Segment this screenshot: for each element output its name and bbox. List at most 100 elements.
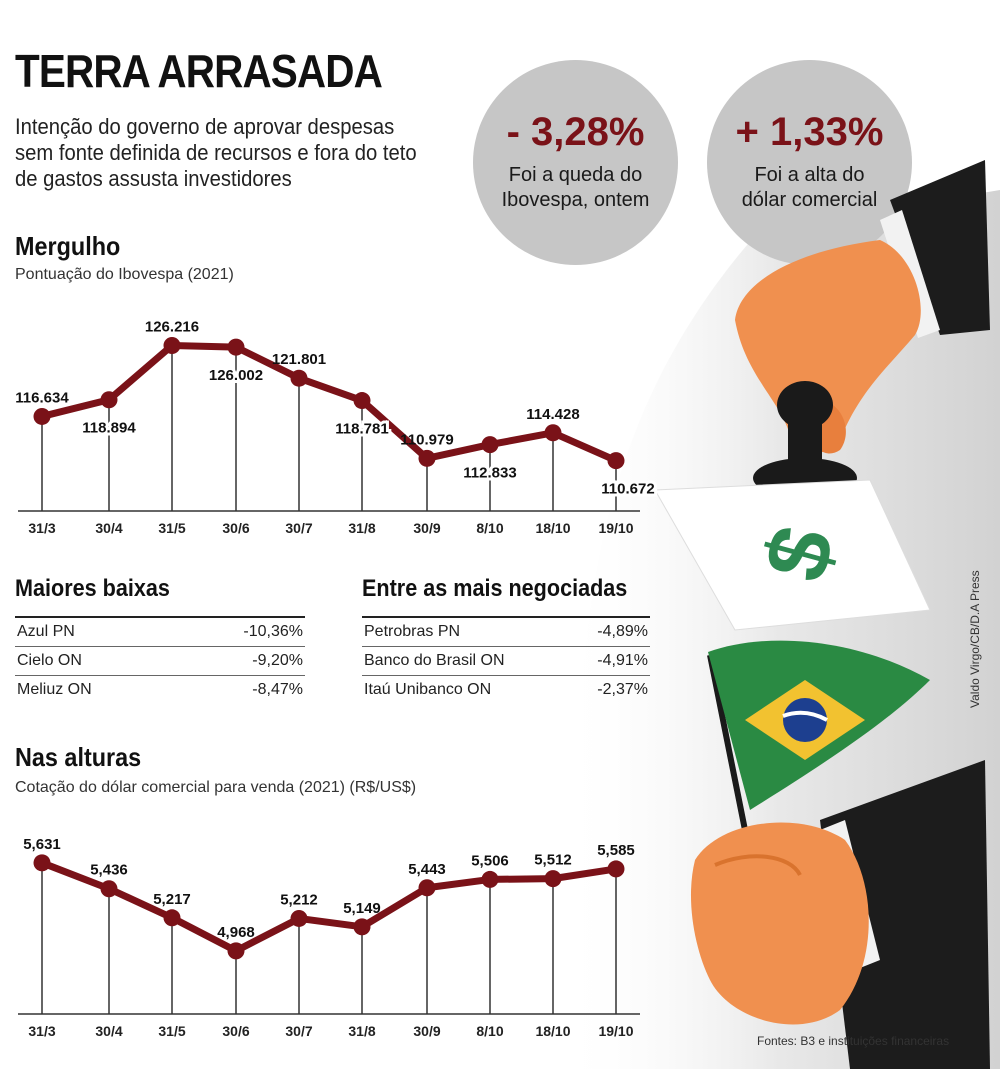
dolar-chart-title: Nas alturas bbox=[15, 742, 142, 772]
data-point bbox=[418, 879, 436, 897]
x-tick-label: 31/8 bbox=[348, 520, 375, 536]
x-tick-label: 19/10 bbox=[598, 520, 633, 536]
x-tick-label: 19/10 bbox=[598, 1023, 633, 1039]
data-label: 5,217 bbox=[153, 891, 191, 908]
x-tick-label: 30/9 bbox=[413, 1023, 440, 1039]
data-point bbox=[607, 860, 625, 878]
ibovespa-caption-line1: Foi a queda do bbox=[508, 164, 643, 186]
data-label: 5,443 bbox=[408, 861, 446, 878]
table-row: Banco do Brasil ON -4,91% bbox=[362, 647, 650, 676]
dolar-chart-subtitle: Cotação do dólar comercial para venda (2… bbox=[15, 779, 417, 796]
data-point bbox=[544, 870, 562, 888]
x-tick-label: 30/4 bbox=[95, 1023, 122, 1039]
data-point bbox=[607, 452, 625, 470]
data-label: 5,436 bbox=[90, 862, 128, 879]
data-point bbox=[418, 449, 436, 467]
data-label: 110.672 bbox=[601, 481, 654, 498]
stock-name: Azul PN bbox=[17, 623, 75, 640]
x-tick-label: 30/9 bbox=[413, 520, 440, 536]
x-tick-label: 30/6 bbox=[222, 520, 249, 536]
stock-name: Banco do Brasil ON bbox=[364, 652, 505, 669]
x-tick-label: 31/3 bbox=[28, 1023, 55, 1039]
data-label: 5,212 bbox=[280, 891, 318, 908]
data-point bbox=[481, 436, 499, 454]
data-label: 5,506 bbox=[471, 852, 509, 869]
page-subtitle: Intenção do governo de aprovar despesas … bbox=[15, 114, 417, 191]
x-tick-label: 30/7 bbox=[285, 520, 312, 536]
data-label: 118.781 bbox=[335, 421, 388, 438]
x-tick-label: 30/6 bbox=[222, 1023, 249, 1039]
series-line bbox=[38, 859, 620, 955]
data-point bbox=[227, 338, 245, 356]
data-point bbox=[227, 942, 245, 960]
table-top-line bbox=[362, 616, 650, 618]
x-tick-label: 31/3 bbox=[28, 520, 55, 536]
x-tick-label: 8/10 bbox=[476, 520, 503, 536]
stock-change: -4,89% bbox=[597, 623, 648, 640]
data-point bbox=[163, 337, 181, 355]
data-label: 118.894 bbox=[82, 420, 136, 437]
data-label: 5,149 bbox=[343, 900, 381, 917]
stock-change: -2,37% bbox=[597, 681, 648, 698]
ibovespa-chart-subtitle: Pontuação do Ibovespa (2021) bbox=[15, 266, 234, 283]
stock-change: -10,36% bbox=[243, 623, 303, 640]
data-point bbox=[544, 424, 562, 442]
data-point bbox=[33, 854, 51, 872]
data-label: 5,512 bbox=[534, 852, 572, 869]
table-row: Azul PN -10,36% bbox=[15, 618, 305, 647]
data-label: 126.002 bbox=[209, 367, 263, 384]
x-tick-label: 31/5 bbox=[158, 520, 185, 536]
stock-change: -4,91% bbox=[597, 652, 648, 669]
data-point bbox=[290, 909, 308, 927]
table-top-line bbox=[15, 616, 305, 618]
illustration: $ bbox=[654, 160, 990, 1069]
maiores-baixas-title: Maiores baixas bbox=[15, 575, 170, 602]
x-tick-label: 31/8 bbox=[348, 1023, 375, 1039]
data-label: 4,968 bbox=[217, 924, 255, 941]
lower-knuckles bbox=[714, 854, 802, 877]
data-point bbox=[100, 391, 118, 409]
flag-globe bbox=[783, 698, 827, 742]
maiores-baixas-table: Azul PN -10,36% Cielo ON -9,20% Meliuz O… bbox=[15, 616, 305, 706]
x-tick-label: 8/10 bbox=[476, 1023, 503, 1039]
mais-negociadas-title: Entre as mais negociadas bbox=[362, 575, 628, 602]
paper-sheet bbox=[654, 479, 931, 631]
ibovespa-line-chart: 116.634 31/3 118.894 30/4 126.216 31/5 126.002… bbox=[15, 319, 657, 536]
stock-name: Itaú Unibanco ON bbox=[364, 681, 492, 698]
table-row: Itaú Unibanco ON -2,37% bbox=[362, 676, 650, 704]
mais-negociadas-table: Petrobras PN -4,89% Banco do Brasil ON -… bbox=[362, 616, 650, 706]
data-point bbox=[33, 407, 51, 425]
ibovespa-chart-title: Mergulho bbox=[15, 231, 121, 261]
data-label: 5,585 bbox=[597, 842, 635, 859]
flag-band bbox=[782, 710, 828, 722]
ibovespa-caption-line2: Ibovespa, ontem bbox=[501, 189, 650, 211]
data-point bbox=[481, 870, 499, 888]
x-tick-label: 18/10 bbox=[535, 520, 570, 536]
x-tick-label: 30/7 bbox=[285, 1023, 312, 1039]
data-label: 126.216 bbox=[145, 319, 199, 336]
data-label: 116.634 bbox=[15, 389, 69, 406]
data-label: 5,631 bbox=[23, 836, 61, 853]
table-row: Petrobras PN -4,89% bbox=[362, 618, 650, 647]
data-label: 112.833 bbox=[463, 465, 516, 482]
lower-suit-sleeve bbox=[820, 760, 990, 1069]
data-label: 110.979 bbox=[400, 431, 453, 448]
series-line bbox=[38, 342, 620, 465]
stock-change: -8,47% bbox=[252, 681, 303, 698]
data-point bbox=[163, 909, 181, 927]
sources-note: Fontes: B3 e instituições financeiras bbox=[757, 1034, 950, 1048]
dolar-caption-line2: dólar comercial bbox=[741, 189, 878, 211]
data-point bbox=[353, 918, 371, 936]
upper-suit-sleeve bbox=[890, 160, 990, 335]
data-label: 114.428 bbox=[526, 406, 579, 423]
data-label: 121.801 bbox=[272, 351, 326, 368]
page-title: TERRA ARRASADA bbox=[15, 45, 383, 97]
ibovespa-change-value: - 3,28% bbox=[506, 110, 645, 154]
table-row: Meliuz ON -8,47% bbox=[15, 676, 305, 704]
stock-name: Cielo ON bbox=[17, 652, 82, 669]
x-tick-label: 31/5 bbox=[158, 1023, 185, 1039]
table-row: Cielo ON -9,20% bbox=[15, 647, 305, 676]
stock-name: Meliuz ON bbox=[17, 681, 92, 698]
x-tick-label: 18/10 bbox=[535, 1023, 570, 1039]
photo-credit: Valdo Virgo/CB/D.A Press bbox=[968, 570, 982, 708]
